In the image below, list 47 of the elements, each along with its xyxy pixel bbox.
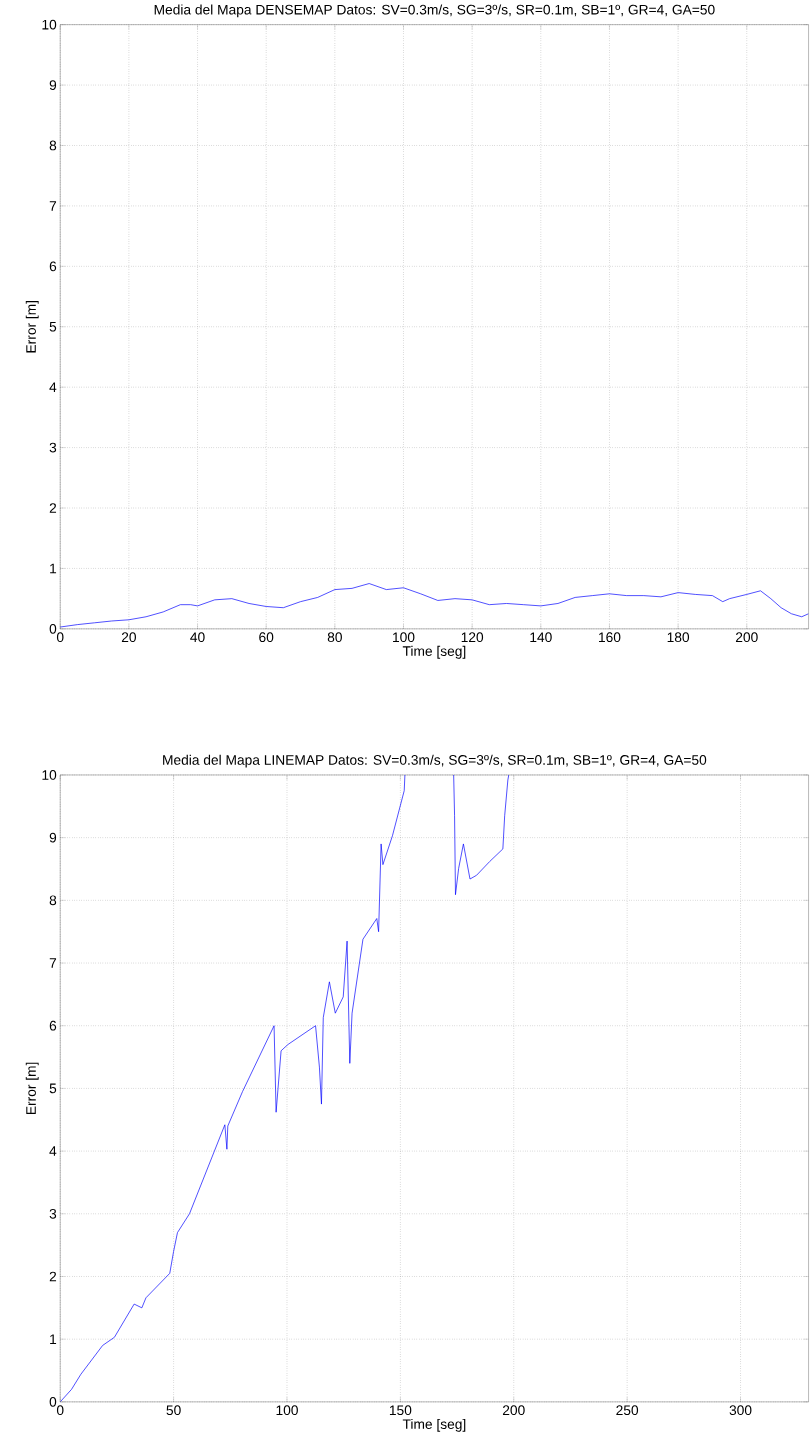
x-tick-label: 160 [599,632,621,643]
y-tick-label: 7 [50,958,57,968]
x-tick-label: 0 [57,632,64,643]
y-tick-label: 7 [50,201,57,211]
y-tick-label: 10 [42,770,57,780]
y-tick-label: 4 [49,1146,57,1156]
x-tick-label: 300 [729,1405,752,1416]
y-tick-label: 9 [49,80,57,90]
line-series [60,583,809,628]
y-tick-label: 3 [49,1208,57,1219]
x-tick-label: 40 [190,632,205,643]
y-tick-label: 0 [49,1396,57,1407]
x-tick-label: 60 [259,632,274,643]
y-tick-label: 9 [49,832,57,843]
x-tick-label: 150 [390,1405,412,1416]
y-tick-label: 6 [50,261,57,272]
y-tick-label: 5 [49,1083,57,1094]
x-tick-label: 250 [616,1405,639,1416]
y-tick-label: 1 [50,1334,57,1344]
y-tick-label: 6 [50,1020,57,1031]
x-tick-label: 80 [328,632,343,643]
y-tick-label: 2 [50,1271,57,1282]
y-tick-label: 0 [49,623,57,634]
x-tick-label: 20 [122,632,137,643]
y-tick-label: 4 [49,382,57,392]
y-tick-label: 8 [49,140,57,151]
x-tick-label: 0 [57,1405,64,1416]
chart-title: Media del Mapa DENSEMAP Datos: SV=0.3m/s, SG=3º/s, SR=0.1m, SB=1º, GR=4, GA=50 [154,4,715,18]
x-axis-title: Time [seg] [403,645,466,659]
y-tick-label: 3 [49,442,57,453]
x-tick-label: 140 [530,632,553,643]
x-tick-label: 120 [461,632,484,643]
y-tick-label: 5 [49,321,57,332]
x-tick-label: 200 [503,1405,525,1416]
x-tick-label: 50 [166,1405,181,1416]
x-tick-label: 200 [736,632,758,643]
y-axis-title: Error [m] [26,300,39,353]
x-tick-label: 100 [393,632,415,643]
chart-title: Media del Mapa LINEMAP Datos: SV=0.3m/s, SG=3º/s, SR=0.1m, SB=1º, GR=4, GA=50 [163,754,707,768]
y-axis-title: Error [m] [26,1062,39,1115]
x-axis-title: Time [seg] [403,1418,466,1432]
x-tick-label: 180 [667,632,690,643]
y-tick-label: 8 [49,895,57,906]
x-tick-label: 100 [276,1405,299,1416]
y-tick-label: 1 [50,563,57,574]
y-tick-label: 2 [50,503,57,513]
y-tick-label: 10 [42,19,57,30]
